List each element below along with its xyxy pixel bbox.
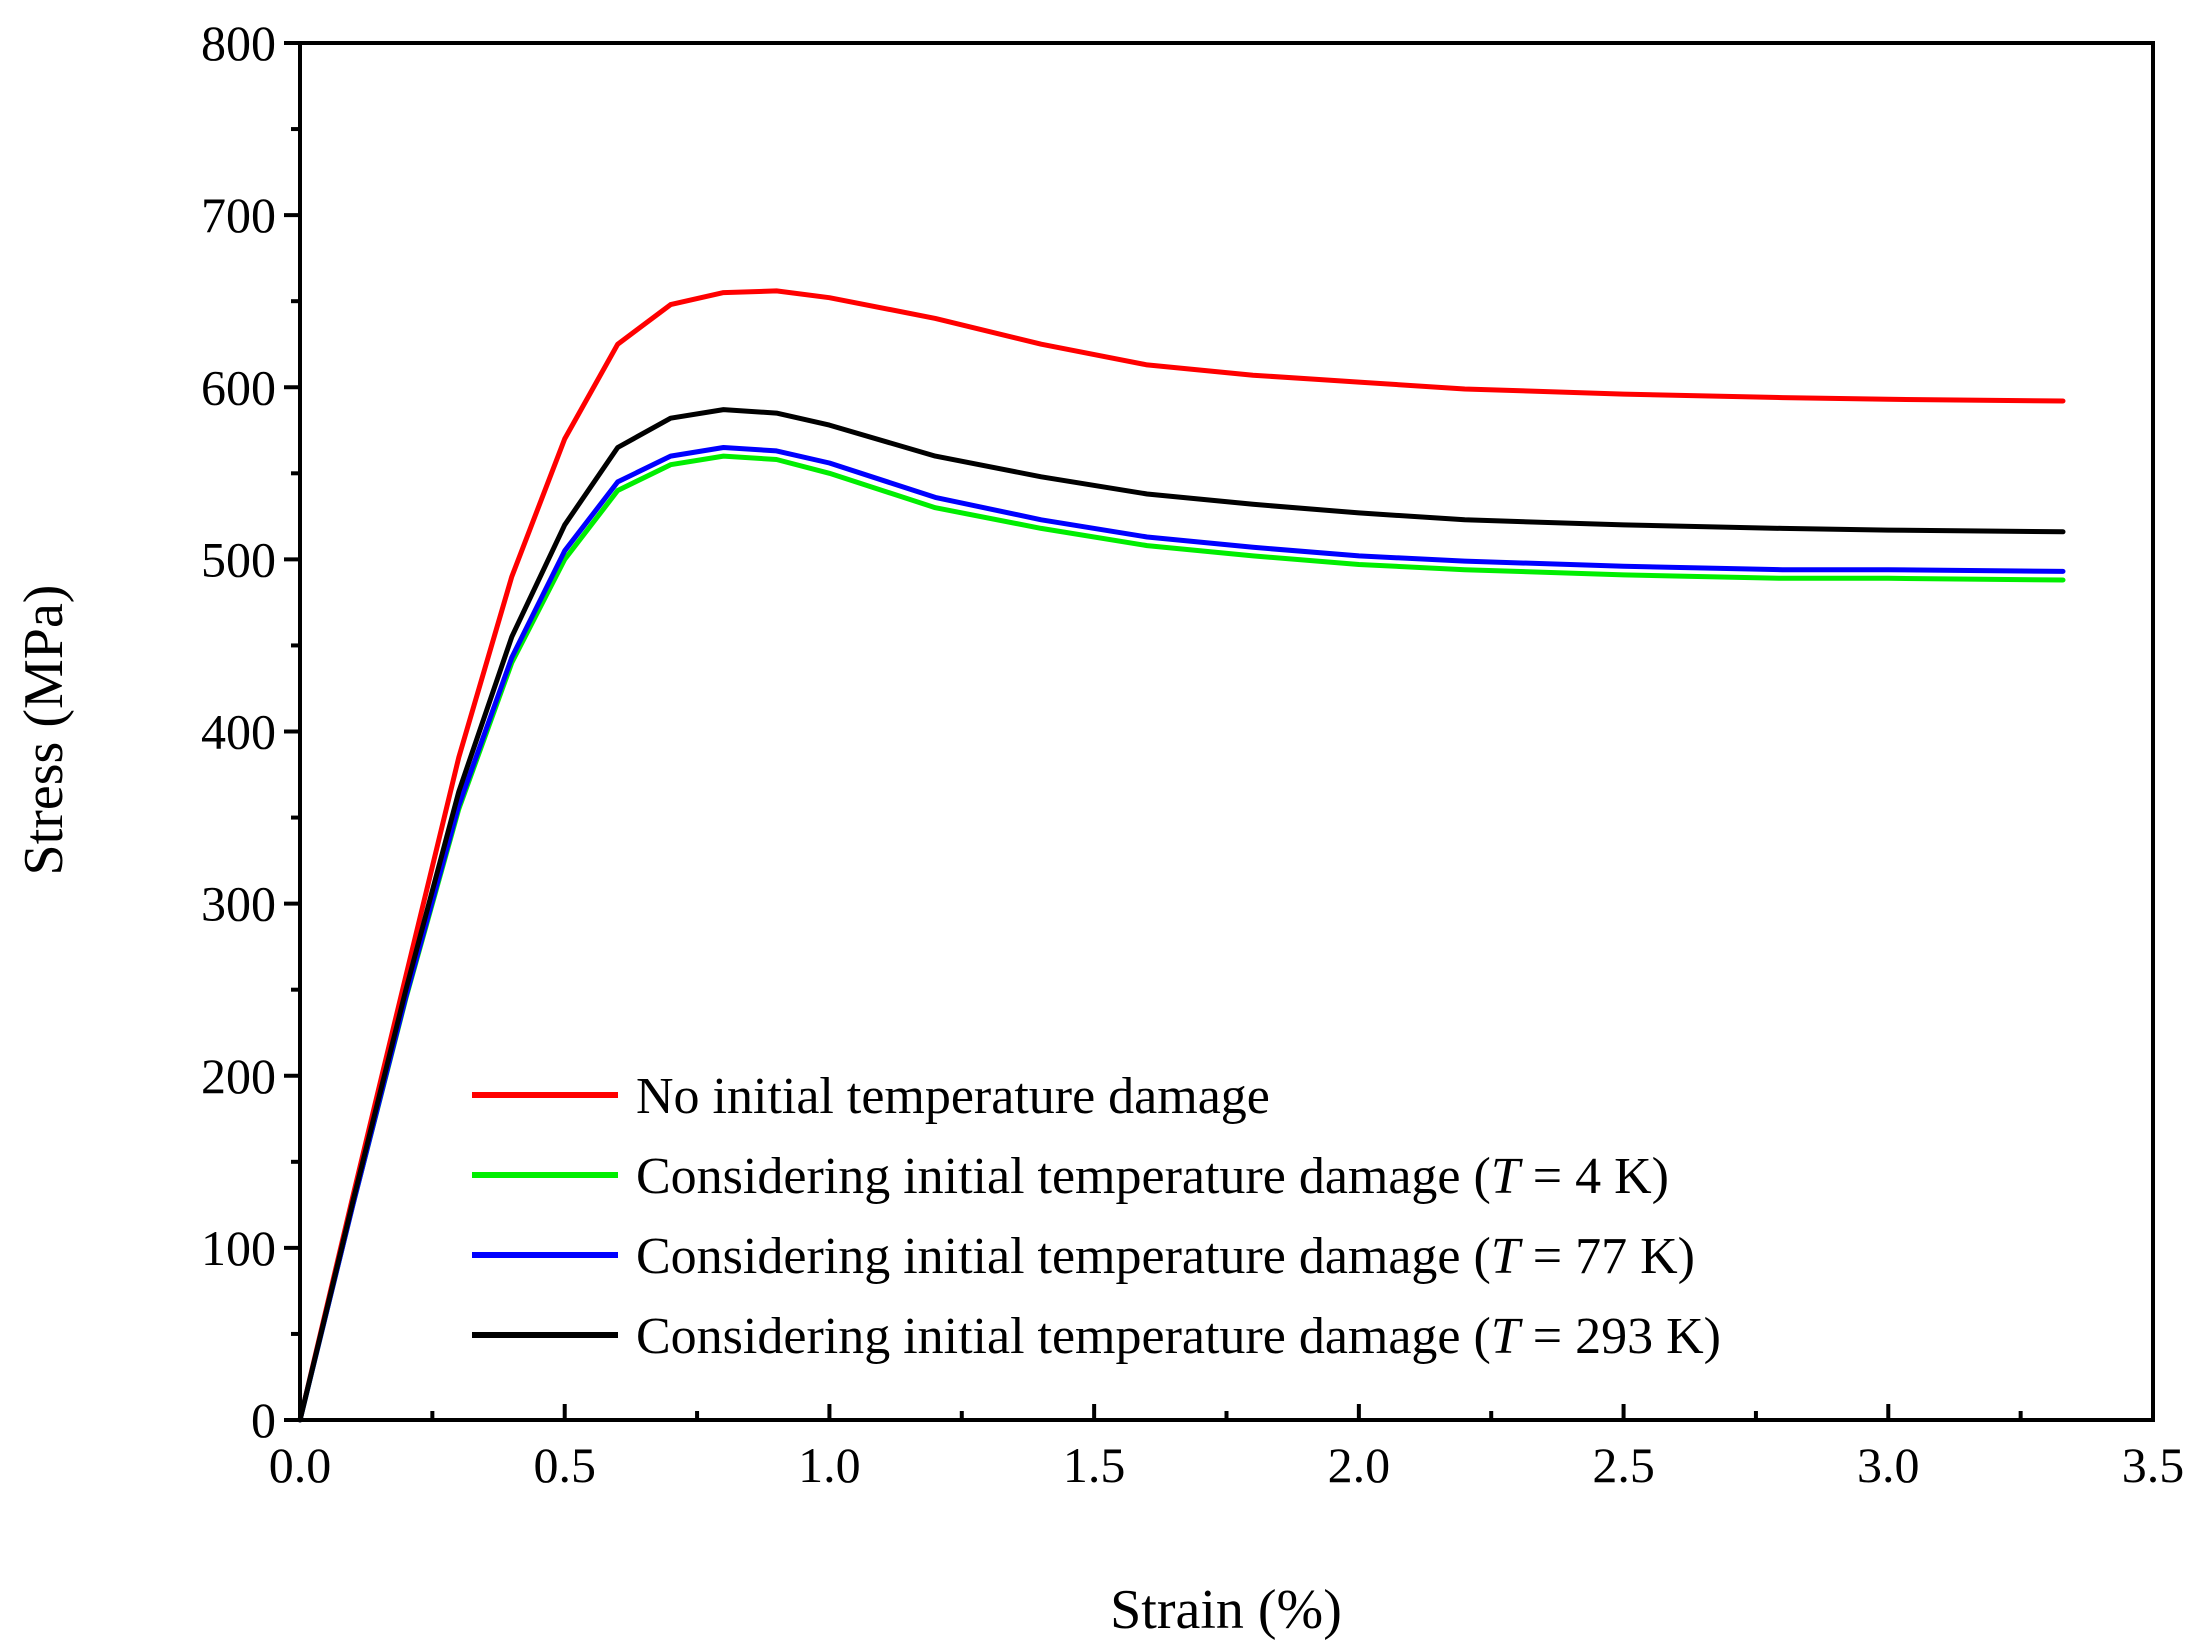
plot-frame <box>298 41 2155 1422</box>
y-tick-label: 0 <box>251 1392 276 1448</box>
legend-entry-1: No initial temperature damage <box>472 1068 1270 1125</box>
legend-label: Considering initial temperature damage (… <box>636 1308 1721 1365</box>
legend-entry-2: Considering initial temperature damage (… <box>472 1148 1669 1205</box>
x-tick-label: 2.0 <box>1328 1437 1391 1493</box>
series-line-1 <box>297 288 2066 1423</box>
x-tick-label: 1.0 <box>798 1437 861 1493</box>
series-layer <box>297 288 2066 1423</box>
y-tick-label: 600 <box>201 359 276 415</box>
legend-label: Considering initial temperature damage (… <box>636 1228 1695 1285</box>
legend: No initial temperature damage Considering… <box>472 1068 1721 1365</box>
y-tick-label: 400 <box>201 704 276 760</box>
y-tick-label: 300 <box>201 876 276 932</box>
legend-entry-4: Considering initial temperature damage (… <box>472 1308 1721 1365</box>
y-tick-label: 500 <box>201 531 276 587</box>
legend-label: No initial temperature damage <box>636 1068 1270 1125</box>
x-tick-label: 2.5 <box>1592 1437 1655 1493</box>
x-tick-label: 0.0 <box>269 1437 332 1493</box>
x-tick-label: 3.0 <box>1857 1437 1920 1493</box>
x-axis-tick-labels: 0.0 0.5 1.0 1.5 2.0 2.5 3.0 3.5 <box>269 1437 2185 1493</box>
x-tick-label: 1.5 <box>1063 1437 1126 1493</box>
x-tick-label: 3.5 <box>2122 1437 2185 1493</box>
legend-entry-3: Considering initial temperature damage (… <box>472 1228 1695 1285</box>
y-axis-title: Stress (MPa) <box>13 585 75 876</box>
legend-label: Considering initial temperature damage (… <box>636 1148 1669 1205</box>
y-tick-label: 700 <box>201 187 276 243</box>
y-tick-label: 200 <box>201 1048 276 1104</box>
series-line-3 <box>297 445 2066 1423</box>
y-axis-tick-labels: 0 100 200 300 400 500 600 700 800 <box>201 15 276 1448</box>
x-axis-title: Strain (%) <box>1110 1579 1342 1641</box>
series-line-4 <box>297 407 2066 1423</box>
y-tick-label: 100 <box>201 1220 276 1276</box>
axis-ticks <box>284 41 2155 1422</box>
x-tick-label: 0.5 <box>533 1437 596 1493</box>
y-tick-label: 800 <box>201 15 276 71</box>
